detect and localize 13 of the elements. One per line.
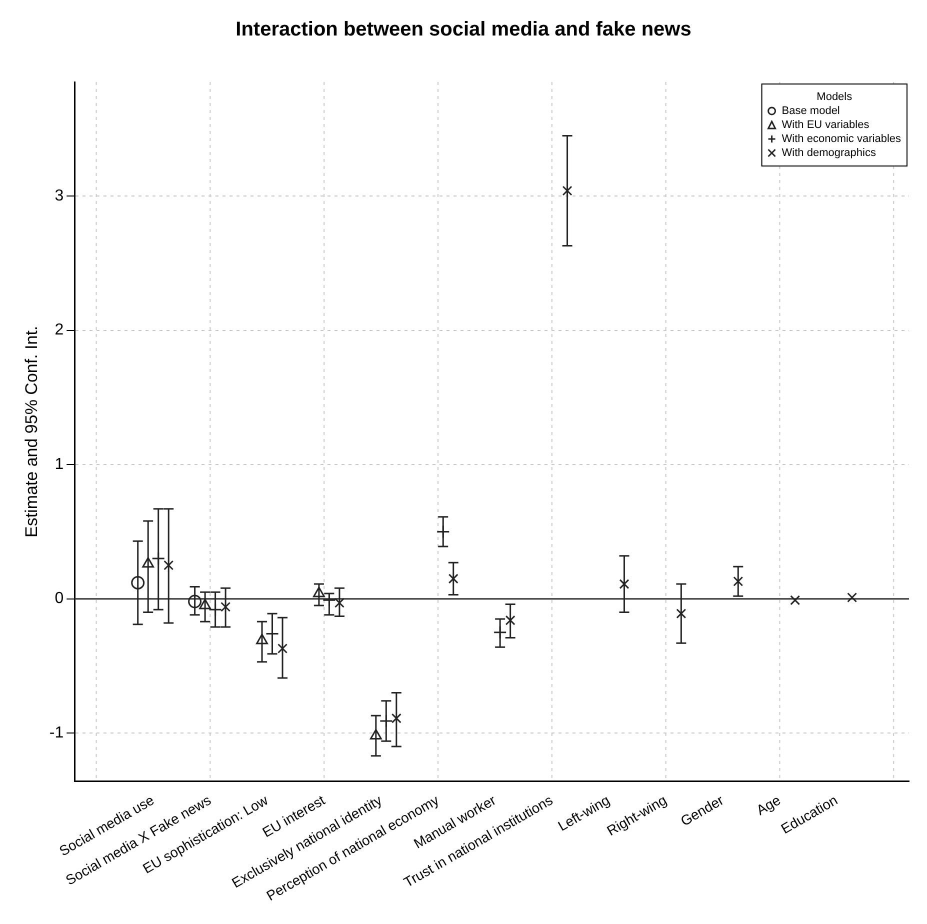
y-tick-label: 3 xyxy=(54,188,64,205)
legend-label: With demographics xyxy=(782,147,876,160)
legend-label: With economic variables xyxy=(782,133,902,146)
y-tick-label: 2 xyxy=(54,322,64,339)
y-tick-label: -1 xyxy=(49,724,64,742)
legend-title: Models xyxy=(816,91,853,104)
legend-label: Base model xyxy=(782,105,840,118)
x-tick-label: Age xyxy=(754,792,784,818)
y-tick-label: 1 xyxy=(54,456,64,473)
chart-title: Interaction between social media and fake news xyxy=(236,18,692,41)
y-tick-label: 0 xyxy=(54,590,64,608)
legend-label: With EU variables xyxy=(782,119,870,132)
y-axis-title: Estimate and 95% Conf. Int. xyxy=(22,326,41,538)
